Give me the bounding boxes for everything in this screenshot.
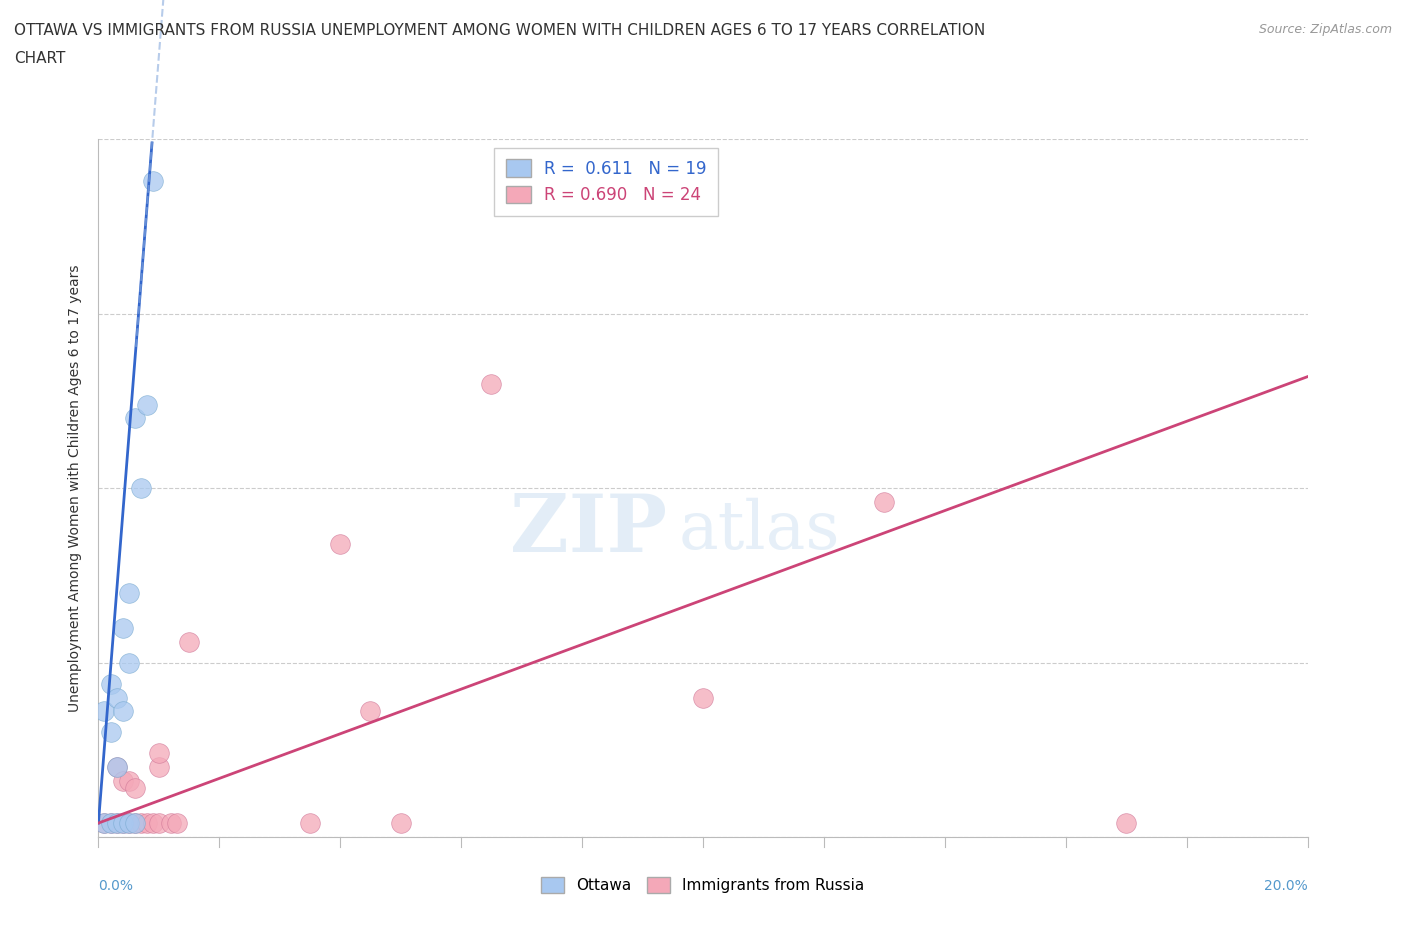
Point — [118, 816, 141, 830]
Point — [135, 816, 157, 830]
Point — [389, 816, 412, 830]
Point — [105, 760, 128, 775]
Point — [148, 816, 170, 830]
Y-axis label: Unemployment Among Women with Children Ages 6 to 17 years: Unemployment Among Women with Children A… — [69, 264, 83, 712]
Point — [118, 774, 141, 789]
Point — [692, 690, 714, 705]
Point — [93, 816, 115, 830]
Point — [135, 397, 157, 412]
Point — [124, 781, 146, 796]
Point — [142, 816, 165, 830]
Point — [105, 816, 128, 830]
Point — [118, 655, 141, 670]
Point — [142, 174, 165, 189]
Text: CHART: CHART — [14, 51, 66, 66]
Point — [124, 411, 146, 426]
Point — [148, 760, 170, 775]
Point — [124, 816, 146, 830]
Point — [100, 816, 122, 830]
Point — [93, 704, 115, 719]
Point — [129, 481, 152, 496]
Point — [129, 816, 152, 830]
Point — [100, 676, 122, 691]
Text: atlas: atlas — [679, 498, 841, 563]
Point — [93, 816, 115, 830]
Point — [360, 704, 382, 719]
Point — [148, 746, 170, 761]
Point — [481, 376, 503, 391]
Point — [111, 816, 134, 830]
Text: ZIP: ZIP — [510, 491, 666, 569]
Point — [160, 816, 183, 830]
Point — [329, 537, 352, 551]
Point — [299, 816, 322, 830]
Point — [111, 774, 134, 789]
Point — [166, 816, 188, 830]
Point — [111, 620, 134, 635]
Point — [105, 760, 128, 775]
Point — [118, 586, 141, 601]
Point — [100, 816, 122, 830]
Text: Source: ZipAtlas.com: Source: ZipAtlas.com — [1258, 23, 1392, 36]
Point — [100, 725, 122, 740]
Point — [111, 704, 134, 719]
Point — [873, 495, 896, 510]
Point — [177, 634, 201, 649]
Point — [1115, 816, 1137, 830]
Legend: Ottawa, Immigrants from Russia: Ottawa, Immigrants from Russia — [536, 870, 870, 899]
Text: 20.0%: 20.0% — [1264, 879, 1308, 893]
Text: OTTAWA VS IMMIGRANTS FROM RUSSIA UNEMPLOYMENT AMONG WOMEN WITH CHILDREN AGES 6 T: OTTAWA VS IMMIGRANTS FROM RUSSIA UNEMPLO… — [14, 23, 986, 38]
Point — [124, 816, 146, 830]
Point — [111, 816, 134, 830]
Point — [105, 816, 128, 830]
Text: 0.0%: 0.0% — [98, 879, 134, 893]
Point — [105, 690, 128, 705]
Point — [118, 816, 141, 830]
